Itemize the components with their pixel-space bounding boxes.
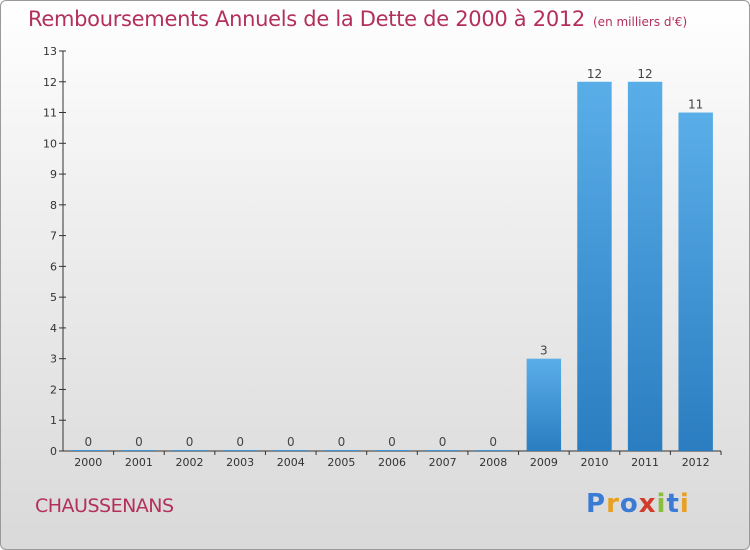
proxiti-logo: Proxiti bbox=[586, 489, 690, 519]
data-label: 3 bbox=[540, 344, 548, 358]
chart-title: Remboursements Annuels de la Dette de 20… bbox=[28, 7, 687, 31]
x-tick-label: 2012 bbox=[682, 456, 710, 469]
logo-letter: r bbox=[606, 489, 620, 519]
labels: 0 0 0 0 0 0 0 0 0 3 12 12 11 bbox=[84, 67, 703, 449]
bar bbox=[121, 450, 157, 451]
y-tick-label: 12 bbox=[43, 76, 57, 89]
y-tick-label: 3 bbox=[50, 353, 57, 366]
bar bbox=[374, 450, 410, 451]
data-label: 0 bbox=[236, 435, 244, 449]
y-tick-label: 7 bbox=[50, 230, 57, 243]
bar bbox=[476, 450, 511, 451]
data-label: 0 bbox=[439, 435, 447, 449]
x-tick-label: 2011 bbox=[631, 456, 659, 469]
data-label: 11 bbox=[688, 98, 703, 112]
data-label: 12 bbox=[637, 67, 652, 81]
y-tick-label: 9 bbox=[50, 168, 57, 181]
y-tick-label: 10 bbox=[43, 137, 57, 150]
bar bbox=[71, 450, 106, 451]
x-tick-label: 2000 bbox=[74, 456, 102, 469]
logo-letter: x bbox=[638, 489, 657, 519]
y-tick-label: 1 bbox=[50, 414, 57, 427]
bar bbox=[526, 358, 562, 451]
x-tick-label: 2001 bbox=[125, 456, 153, 469]
y-tick-label: 0 bbox=[50, 445, 57, 458]
data-label: 0 bbox=[338, 435, 346, 449]
data-label: 0 bbox=[489, 435, 497, 449]
x-tick-label: 2009 bbox=[530, 456, 558, 469]
bar bbox=[678, 112, 713, 452]
data-label: 0 bbox=[135, 435, 143, 449]
data-label: 0 bbox=[388, 435, 396, 449]
bar bbox=[172, 450, 207, 451]
logo-letter: t bbox=[666, 489, 680, 519]
data-label: 12 bbox=[587, 67, 602, 81]
y-tick-label: 6 bbox=[50, 260, 57, 273]
x-tick-label: 2003 bbox=[226, 456, 254, 469]
y-tick-label: 11 bbox=[43, 107, 57, 120]
bar bbox=[627, 81, 663, 452]
x-tick-label: 2005 bbox=[327, 456, 355, 469]
bar bbox=[425, 450, 460, 451]
x-tick-label: 2006 bbox=[378, 456, 406, 469]
y-tick-label: 4 bbox=[50, 322, 57, 335]
data-label: 0 bbox=[84, 435, 92, 449]
logo-letter: i bbox=[656, 489, 667, 519]
bar bbox=[324, 450, 359, 451]
bar bbox=[577, 81, 612, 452]
data-label: 0 bbox=[186, 435, 194, 449]
logo-letter: P bbox=[586, 489, 607, 519]
logo-letter: o bbox=[619, 489, 639, 519]
y-tick-label: 13 bbox=[43, 45, 57, 58]
y-tick-label: 8 bbox=[50, 199, 57, 212]
commune-name: CHAUSSENANS bbox=[35, 495, 174, 517]
bars bbox=[71, 81, 713, 452]
y-tick-label: 2 bbox=[50, 383, 57, 396]
bar bbox=[222, 450, 258, 451]
y-tick-label: 5 bbox=[50, 291, 57, 304]
x-tick-label: 2007 bbox=[429, 456, 457, 469]
x-tick-label: 2002 bbox=[176, 456, 204, 469]
bar bbox=[273, 450, 308, 451]
title-unit: (en milliers d'€) bbox=[593, 15, 688, 29]
title-main: Remboursements Annuels de la Dette de 20… bbox=[28, 7, 585, 31]
x-tick-label: 2010 bbox=[580, 456, 608, 469]
data-label: 0 bbox=[287, 435, 295, 449]
x-tick-label: 2004 bbox=[277, 456, 305, 469]
logo-letter: i bbox=[679, 489, 690, 519]
x-tick-label: 2008 bbox=[479, 456, 507, 469]
